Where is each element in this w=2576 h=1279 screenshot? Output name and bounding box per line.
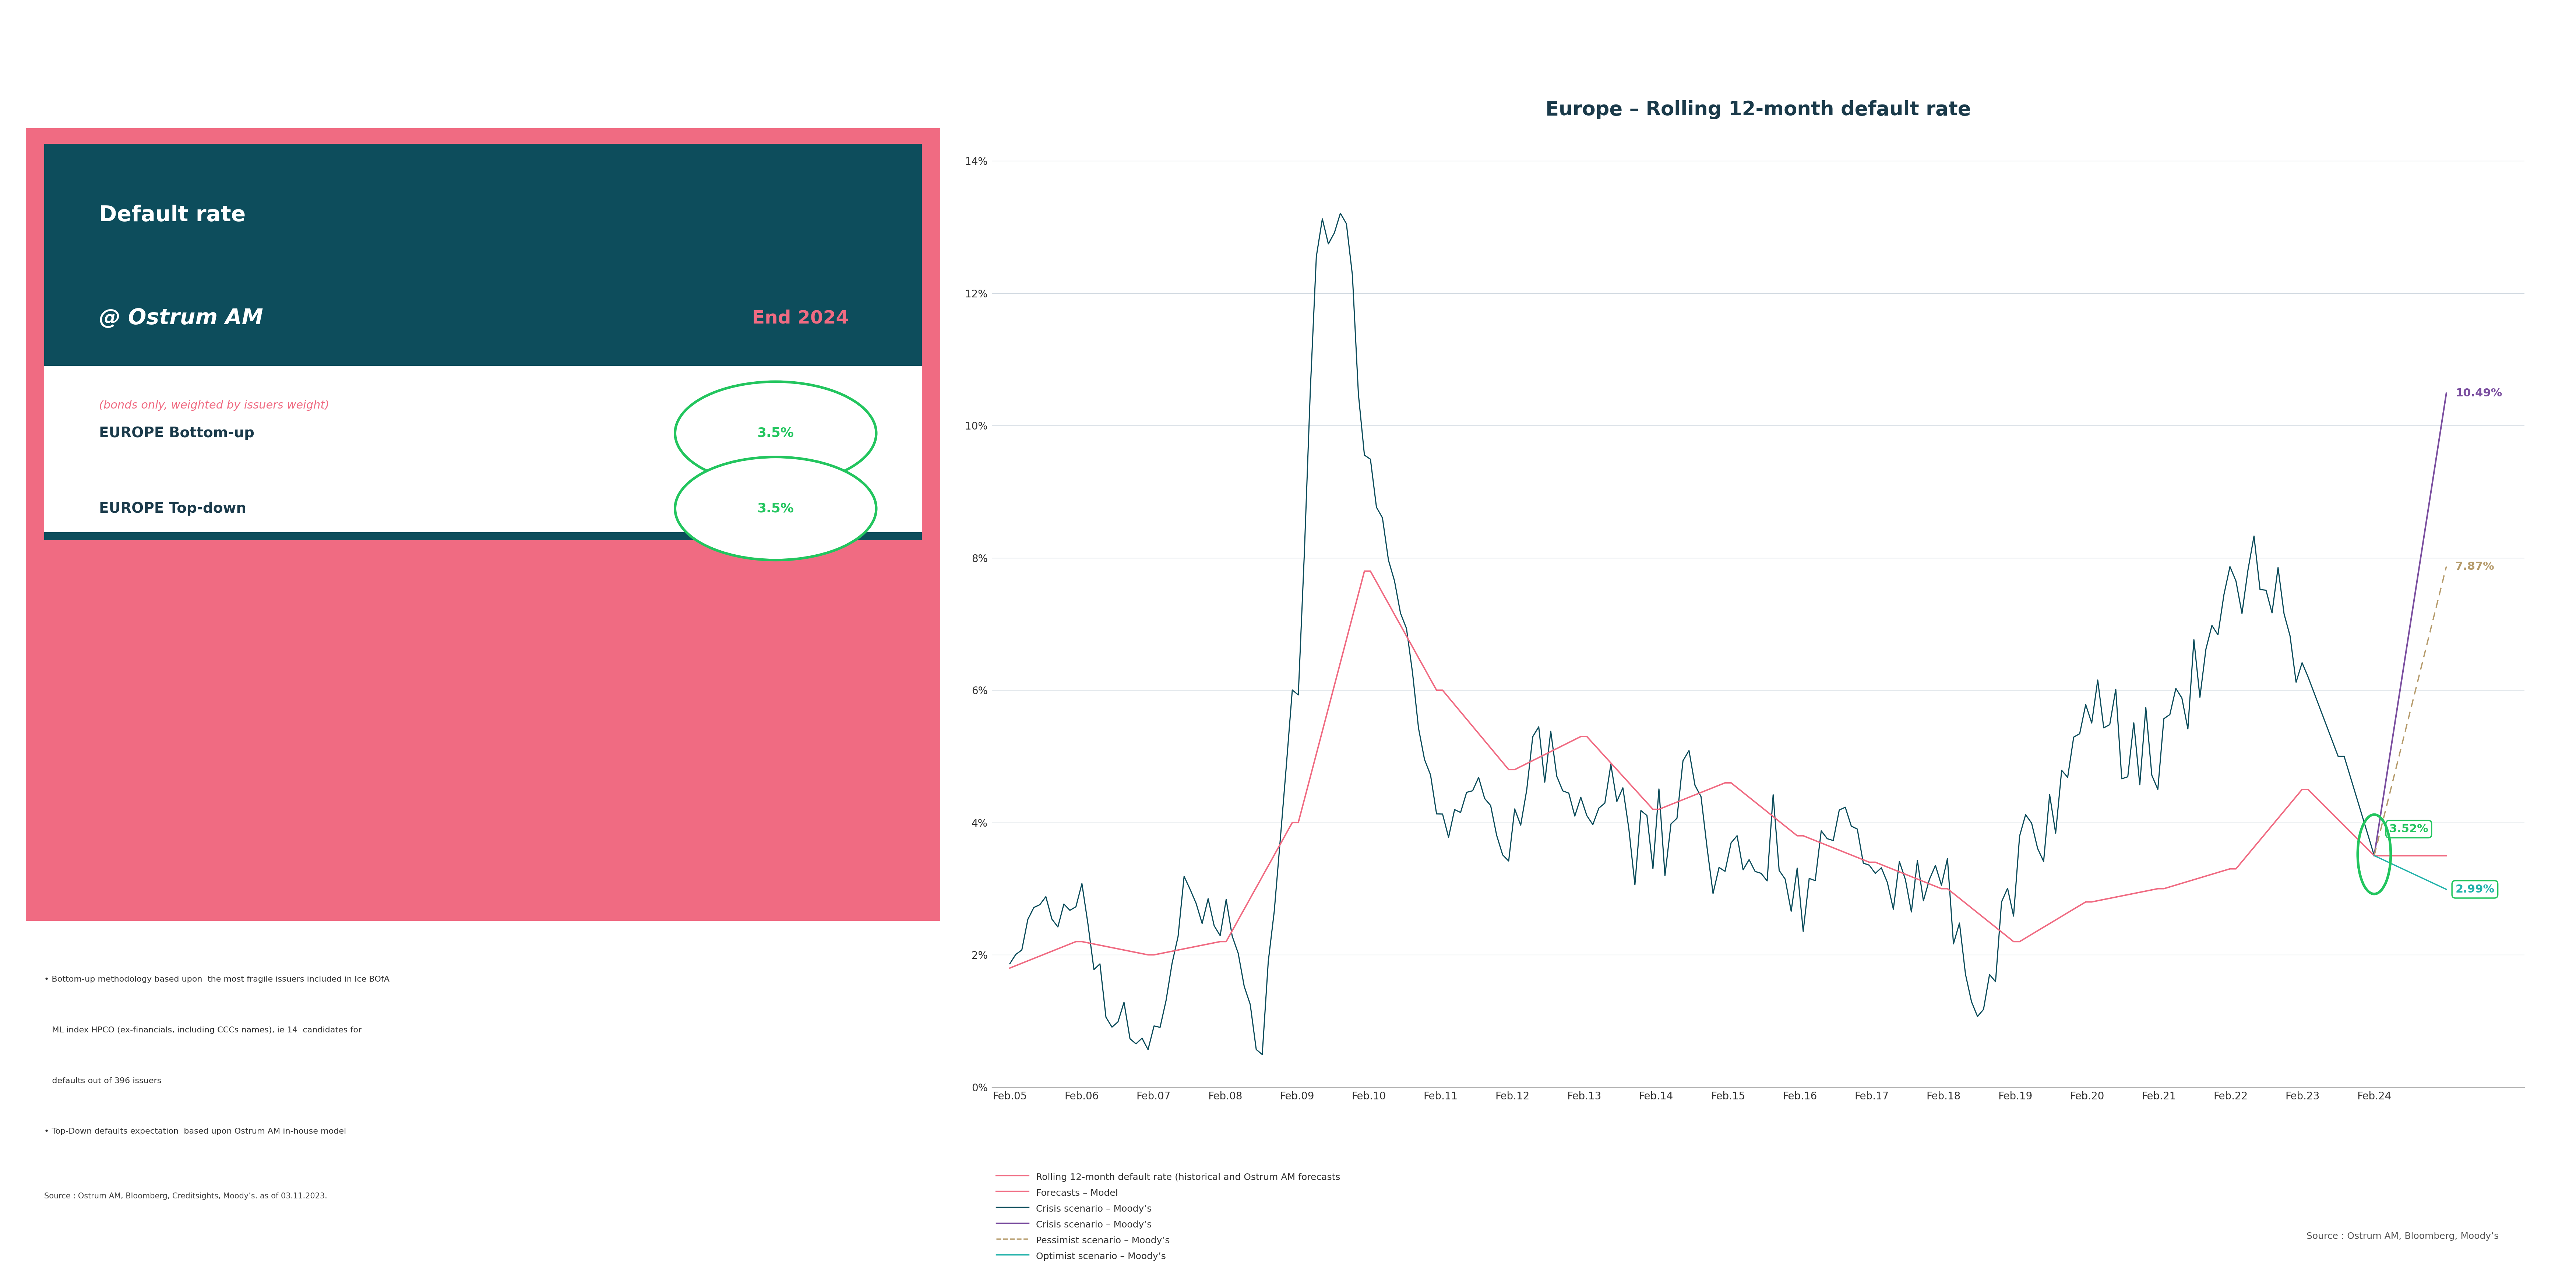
- Text: ML index HPCO (ex-financials, including CCCs names), ie 14  candidates for: ML index HPCO (ex-financials, including …: [44, 1027, 361, 1033]
- Legend: Rolling 12-month default rate (historical and Ostrum AM forecasts, Forecasts – M: Rolling 12-month default rate (historica…: [997, 1172, 1340, 1261]
- Title: Europe – Rolling 12-month default rate: Europe – Rolling 12-month default rate: [1546, 100, 1971, 119]
- Text: EUROPE Bottom-up: EUROPE Bottom-up: [98, 426, 255, 440]
- FancyBboxPatch shape: [44, 366, 922, 532]
- Text: 3.52%: 3.52%: [2388, 824, 2429, 834]
- Ellipse shape: [675, 457, 876, 560]
- Text: @ Ostrum AM: @ Ostrum AM: [98, 308, 263, 329]
- Text: End 2024: End 2024: [752, 310, 848, 327]
- Text: 10.49%: 10.49%: [2455, 388, 2501, 399]
- Text: 2.99%: 2.99%: [2455, 884, 2494, 895]
- Text: Default rate: Default rate: [98, 205, 245, 225]
- Text: 3.5%: 3.5%: [757, 427, 793, 440]
- Text: • Top-Down defaults expectation  based upon Ostrum AM in-house model: • Top-Down defaults expectation based up…: [44, 1128, 345, 1136]
- FancyBboxPatch shape: [44, 143, 922, 540]
- Text: 3.5%: 3.5%: [757, 503, 793, 514]
- Text: Source : Ostrum AM, Bloomberg, Moody’s: Source : Ostrum AM, Bloomberg, Moody’s: [2306, 1232, 2499, 1241]
- Ellipse shape: [675, 381, 876, 485]
- Text: (bonds only, weighted by issuers weight): (bonds only, weighted by issuers weight): [98, 400, 330, 411]
- Text: • Bottom-up methodology based upon  the most fragile issuers included in Ice BOf: • Bottom-up methodology based upon the m…: [44, 976, 389, 984]
- FancyBboxPatch shape: [26, 128, 940, 921]
- Text: Source : Ostrum AM, Bloomberg, Creditsights, Moody’s. as of 03.11.2023.: Source : Ostrum AM, Bloomberg, Creditsig…: [44, 1192, 327, 1200]
- Text: defaults out of 396 issuers: defaults out of 396 issuers: [44, 1077, 162, 1085]
- Text: 7.87%: 7.87%: [2455, 561, 2494, 572]
- Text: EUROPE Top-down: EUROPE Top-down: [98, 501, 247, 515]
